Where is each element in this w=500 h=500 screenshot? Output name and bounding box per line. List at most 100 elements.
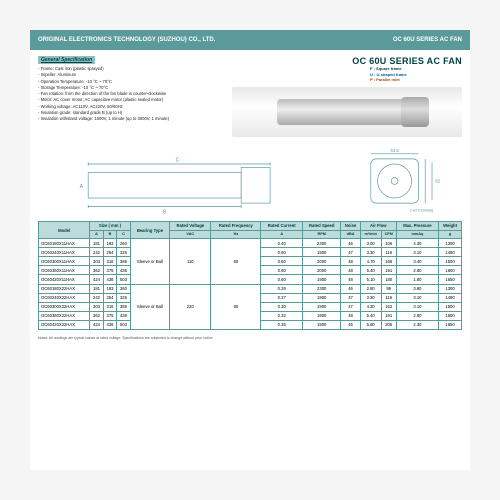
cell-value: 1650 [439, 320, 462, 329]
th-speed: Rated Speed [303, 221, 341, 230]
cell-value: 5.40 [360, 311, 381, 320]
cell-value: 3.00 [360, 239, 381, 248]
legend-p: P : Parallel inlet [370, 77, 462, 83]
th-voltage: Rated Voltage [170, 221, 211, 230]
cell-size: 303 [90, 302, 103, 311]
th-g: g [439, 230, 462, 239]
cell-value: 1490 [439, 293, 462, 302]
cell-size: 436 [103, 275, 116, 284]
frame-legend: F : Square frame U : U-shaped frame P : … [370, 66, 462, 83]
footnote: Notes: All readings are typical values a… [30, 334, 470, 342]
cell-value: 1500 [439, 257, 462, 266]
cell-value: 191 [381, 266, 396, 275]
cell-size: 260 [117, 284, 130, 293]
fan-photo [232, 87, 462, 137]
cell-value: 1600 [439, 311, 462, 320]
cell-size: 181 [90, 284, 103, 293]
cell-value: 46 [341, 239, 360, 248]
cell-value: 3.90 [396, 284, 438, 293]
cell-value: 0.60 [261, 248, 303, 257]
th-a: A [90, 230, 103, 239]
table-body: OC60180X11HAX181183260Sleeve or Ball1106… [39, 239, 462, 329]
table-row: OC60180X22HAX181183260Sleeve or Ball2205… [39, 284, 462, 293]
table-head: Model Size ( mm ) Bearing Type Rated Vol… [39, 221, 462, 239]
cell-size: 254 [103, 293, 116, 302]
th-m3: m³/min [360, 230, 381, 239]
cell-size: 260 [117, 239, 130, 248]
cell-value: 0.35 [261, 320, 303, 329]
dim-b: B [163, 209, 167, 215]
spec-title: General Specification [38, 56, 95, 64]
spec-item: Insulation withstand voltage: 1500V, 1 m… [38, 116, 226, 122]
cell-value: 3.30 [360, 293, 381, 302]
cell-value: 47 [341, 293, 360, 302]
dim-c: C [176, 157, 180, 163]
cell-value: 1900 [303, 320, 341, 329]
dim-a: A [80, 184, 84, 190]
cell-value: 205 [381, 320, 396, 329]
cell-value: 48 [341, 266, 360, 275]
cell-value: 1300 [439, 239, 462, 248]
cell-value: 46 [341, 284, 360, 293]
th-model: Model [39, 221, 90, 239]
cell-value: 0.30 [261, 302, 303, 311]
cell-value: 0.60 [261, 266, 303, 275]
cell-value: 5.40 [360, 266, 381, 275]
cell-value: 1300 [439, 284, 462, 293]
spec-table: Model Size ( mm ) Bearing Type Rated Vol… [38, 221, 462, 330]
cell-value: 0.26 [261, 284, 303, 293]
cell-value: 106 [381, 239, 396, 248]
cell-bearing: Sleeve or Ball [130, 284, 169, 329]
cell-value: 2.80 [396, 266, 438, 275]
header-series: OC 60U SERIES AC FAN [393, 37, 462, 43]
cell-value: 1900 [303, 302, 341, 311]
cell-voltage: 220 [170, 284, 211, 329]
cell-size: 242 [90, 248, 103, 257]
cell-size: 424 [90, 275, 103, 284]
cell-model: OC60180X22HAX [39, 284, 90, 293]
cell-value: 4.70 [360, 257, 381, 266]
th-cfm: CFM [381, 230, 396, 239]
th-c: C [117, 230, 130, 239]
cell-value: 48 [341, 311, 360, 320]
fan-cylinder [277, 99, 417, 125]
cell-size: 436 [103, 320, 116, 329]
cell-value: 2.80 [360, 284, 381, 293]
cell-size: 242 [90, 293, 103, 302]
cell-value: 2300 [303, 239, 341, 248]
cell-size: 375 [103, 266, 116, 275]
th-mmaq: mmAq [396, 230, 438, 239]
cell-value: 152 [381, 302, 396, 311]
cell-model: OC60240X11HAX [39, 248, 90, 257]
spec-table-wrap: Model Size ( mm ) Bearing Type Rated Vol… [30, 221, 470, 334]
cell-bearing: Sleeve or Ball [130, 239, 169, 284]
table-row: OC60180X11HAX181183260Sleeve or Ball1106… [39, 239, 462, 248]
cell-size: 375 [103, 311, 116, 320]
series-title: OC 60U SERIES AC FAN [232, 56, 462, 66]
th-vac: VAC [170, 230, 211, 239]
cell-freq: 50 [211, 284, 261, 329]
th-current: Rated Current [261, 221, 303, 230]
cell-model: OC60300X11HAX [39, 257, 90, 266]
cell-value: 5.10 [360, 275, 381, 284]
cell-value: 0.27 [261, 293, 303, 302]
cell-value: 2000 [303, 257, 341, 266]
earthing-note: 2-ø3.5 Earthing [410, 208, 433, 212]
cell-value: 2.80 [396, 311, 438, 320]
cell-value: 191 [381, 311, 396, 320]
cell-model: OC60420X11HAX [39, 275, 90, 284]
cell-freq: 60 [211, 239, 261, 284]
cell-model: OC60180X11HAX [39, 239, 90, 248]
cell-value: 4.30 [360, 302, 381, 311]
cell-value: 1600 [439, 266, 462, 275]
th-rpm: RPM [303, 230, 341, 239]
cell-size: 316 [103, 257, 116, 266]
cell-value: 0.32 [261, 311, 303, 320]
top-section: General Specification Frame: Cast iron (… [30, 50, 470, 143]
cell-value: 2300 [303, 284, 341, 293]
cell-value: 1650 [439, 275, 462, 284]
datasheet-page: ORIGINAL ELECTRONICS TECHNOLOGY (SUZHOU)… [30, 30, 470, 470]
cell-value: 1490 [439, 248, 462, 257]
right-column: OC 60U SERIES AC FAN F : Square frame U … [232, 56, 462, 137]
cell-value: 1500 [439, 302, 462, 311]
